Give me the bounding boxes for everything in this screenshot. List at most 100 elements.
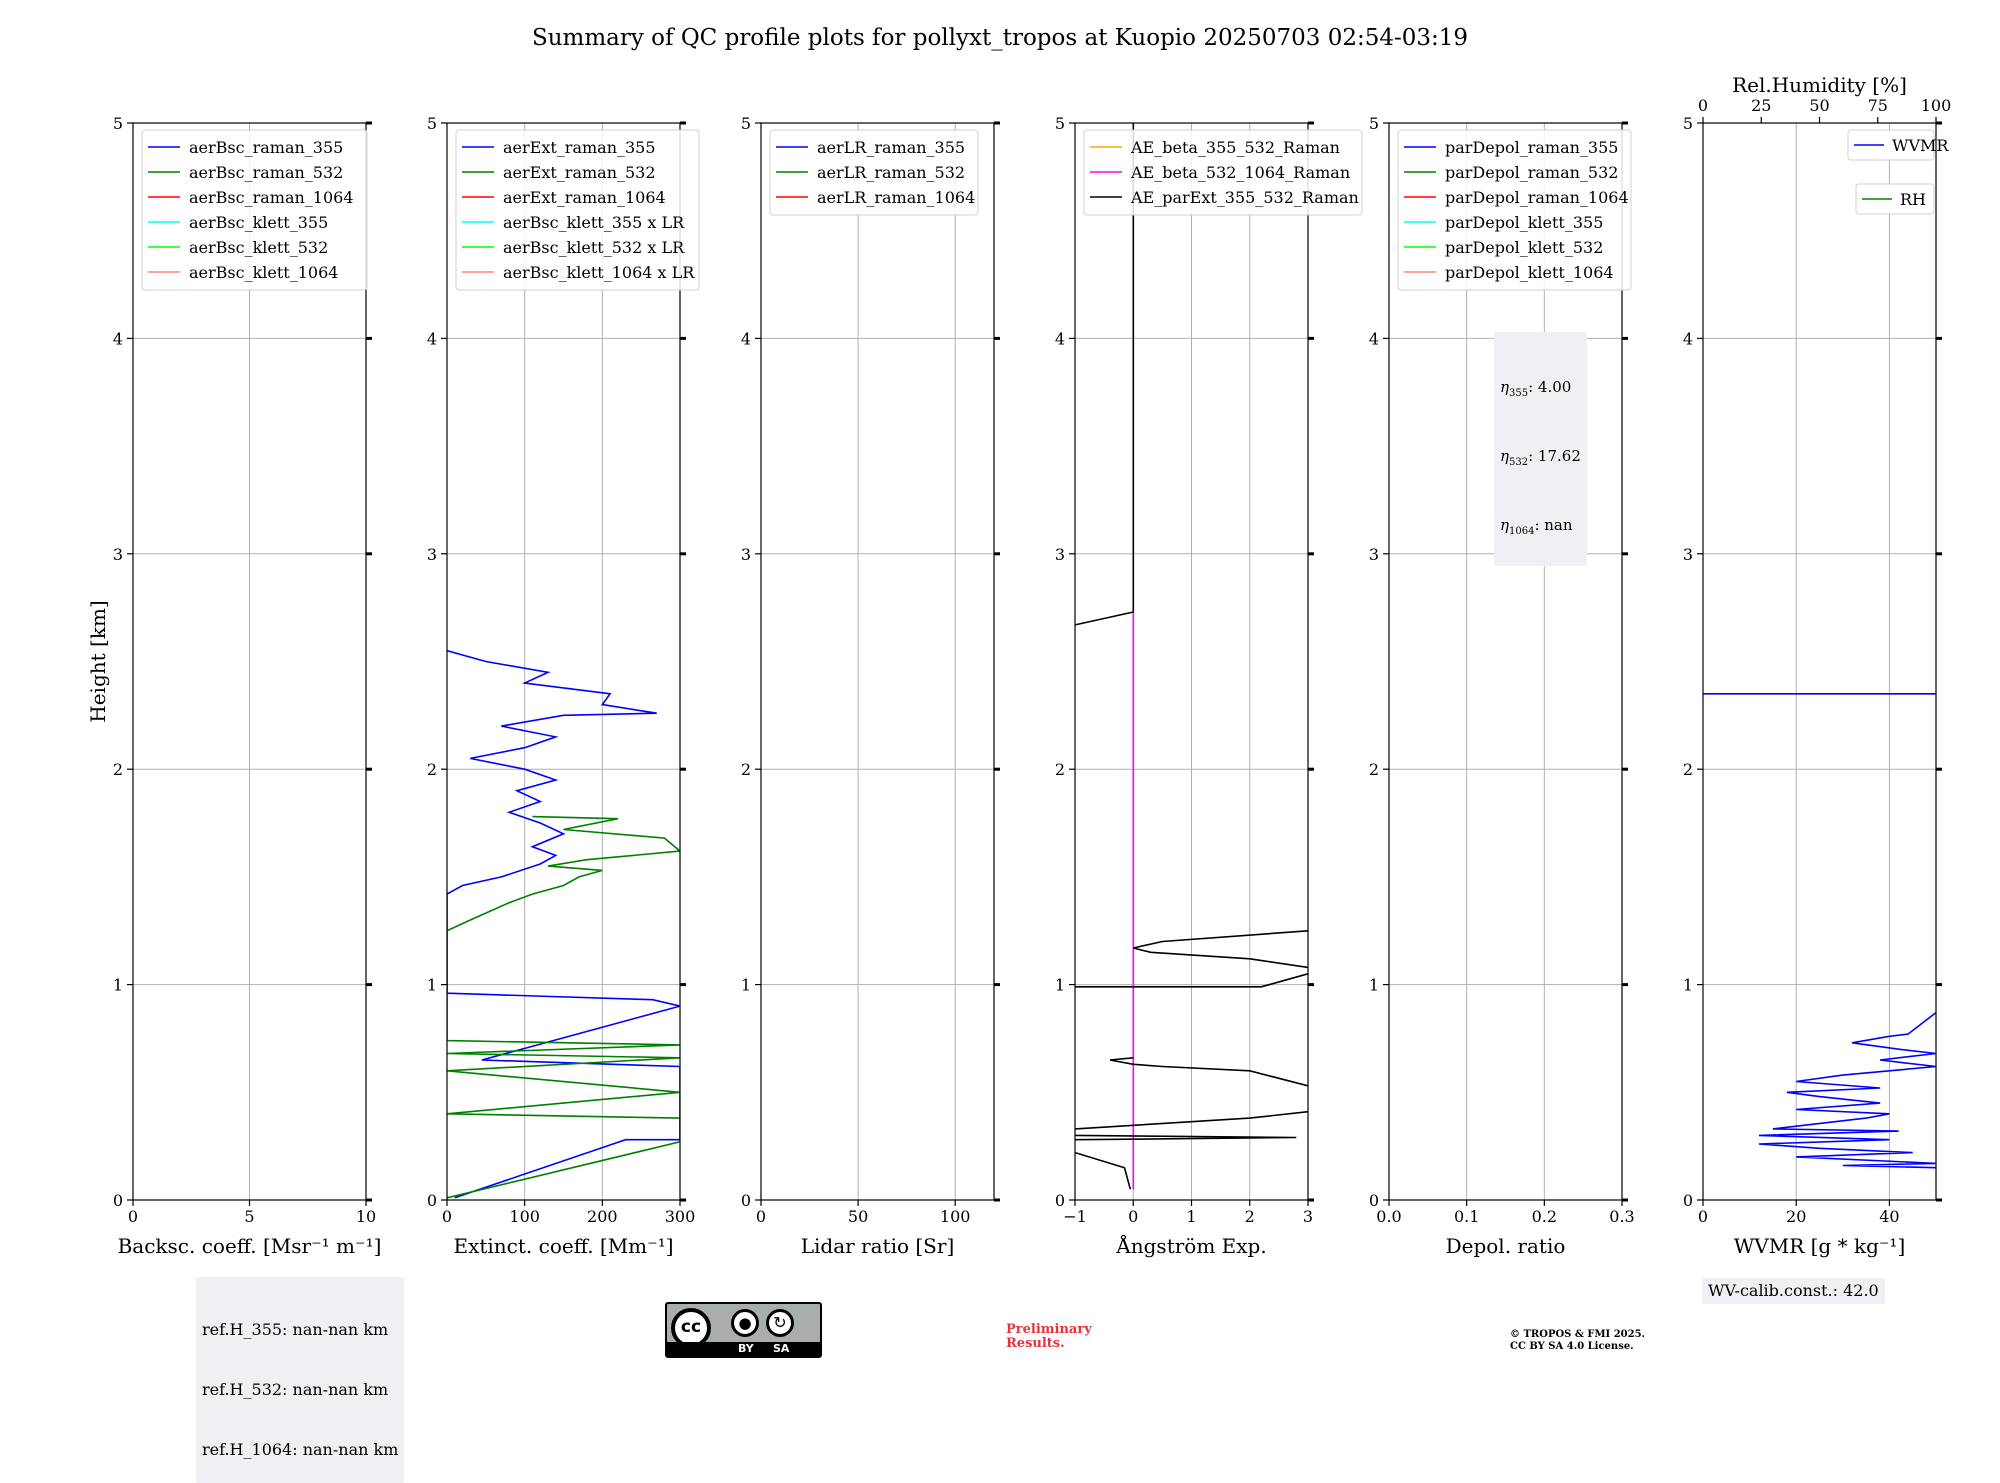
y-tick-label: 4	[1369, 329, 1379, 348]
data-line	[1758, 1011, 1936, 1169]
x-tick-label: 100	[509, 1207, 540, 1226]
x-tick-label: 0.3	[1609, 1207, 1634, 1226]
panel-5: 0.0 0.1 0.2 0.3 0 1 2 3 4 5 Depol. ratio parDepol_r…	[1369, 114, 1635, 1258]
x-tick-label: 5	[244, 1207, 254, 1226]
data-line	[1075, 973, 1308, 988]
y-tick-label: 0	[1369, 1191, 1379, 1210]
y-axis-label: Height [km]	[86, 600, 110, 722]
y-tick-label: 0	[1055, 1191, 1065, 1210]
x-tick-label: 0.2	[1532, 1207, 1557, 1226]
y-tick-label: 5	[113, 114, 123, 133]
panel-1: 0 5 10 0 1 2 3 4 5 Backsc. coeff. [Msr⁻¹ m⁻¹] Heig…	[86, 114, 381, 1258]
legend-label: aerBsc_klett_355	[189, 213, 328, 232]
y-tick-label: 2	[1683, 760, 1693, 779]
eta-symbol: η	[1500, 447, 1509, 465]
legend-box	[1855, 183, 1935, 215]
legend-label: AE_parExt_355_532_Raman	[1130, 188, 1359, 207]
cc-by-label: BY	[738, 1342, 754, 1355]
legend-label: parDepol_raman_1064	[1445, 188, 1629, 207]
eta-value: : nan	[1534, 516, 1573, 534]
x-axis-label: Backsc. coeff. [Msr⁻¹ m⁻¹]	[118, 1234, 382, 1258]
legend-label: aerBsc_raman_1064	[189, 188, 354, 207]
y-tick-label: 0	[113, 1191, 123, 1210]
legend-label: parDepol_klett_355	[1445, 213, 1603, 232]
y-tick-label: 4	[741, 329, 751, 348]
eta-1064: η1064: nan	[1500, 515, 1581, 542]
x-tick-label: 0	[442, 1207, 452, 1226]
x-tick-label: 3	[1303, 1207, 1313, 1226]
y-tick-label: 4	[1055, 329, 1065, 348]
x-tick-label: 0	[1128, 1207, 1138, 1226]
y-tick-label: 2	[741, 760, 751, 779]
x-tick-label: 20	[1786, 1207, 1806, 1226]
y-tick-label: 4	[1683, 329, 1693, 348]
eta-symbol: η	[1500, 516, 1509, 534]
y-tick-label: 3	[427, 545, 437, 564]
legend-box	[1397, 129, 1632, 291]
x-axis-label: Lidar ratio [Sr]	[801, 1234, 955, 1258]
x-tick-label: 0	[128, 1207, 138, 1226]
x2-tick-label: 75	[1868, 96, 1888, 115]
y-tick-label: 4	[427, 329, 437, 348]
plot-frame	[446, 122, 681, 1201]
legend-label: parDepol_raman_532	[1445, 163, 1618, 182]
x-tick-label: 0.0	[1376, 1207, 1401, 1226]
y-tick-label: 1	[1369, 976, 1379, 995]
panel-2: 0 100 200 300 0 1 2 3 4 5 Extinct. coeff. [Mm⁻¹] ae…	[427, 114, 700, 1258]
x-axis-label: Extinct. coeff. [Mm⁻¹]	[453, 1234, 673, 1258]
legend-box	[1083, 129, 1363, 216]
y-tick-label: 1	[113, 976, 123, 995]
legend-label: aerBsc_klett_1064	[189, 263, 338, 282]
copyright-note: © TROPOS & FMI 2025. CC BY SA 4.0 Licens…	[1510, 1329, 1646, 1352]
eta-symbol: η	[1500, 378, 1509, 396]
legend-label: aerBsc_klett_532	[189, 238, 328, 257]
legend-label: WVMR	[1892, 136, 1949, 155]
y-tick-label: 3	[1055, 545, 1065, 564]
x2-tick-label: 25	[1751, 96, 1771, 115]
data-line	[1109, 1057, 1308, 1087]
x2-axis-label: Rel.Humidity [%]	[1732, 73, 1907, 97]
legend-label: RH	[1900, 190, 1926, 209]
eta-sub: 1064	[1509, 526, 1535, 537]
x-axis-label: Ångström Exp.	[1115, 1233, 1266, 1258]
x-tick-label: 0.1	[1454, 1207, 1479, 1226]
legend-label: aerExt_raman_1064	[503, 188, 666, 207]
y-tick-label: 0	[1683, 1191, 1693, 1210]
x-tick-label: 40	[1879, 1207, 1899, 1226]
eta-sub: 532	[1509, 457, 1529, 468]
legend-label: AE_beta_532_1064_Raman	[1130, 163, 1350, 182]
y-tick-label: 5	[1055, 114, 1065, 133]
y-tick-label: 1	[1055, 976, 1065, 995]
y-tick-label: 1	[427, 976, 437, 995]
legend-label: aerBsc_klett_532 x LR	[503, 238, 685, 257]
legend-label: aerBsc_raman_532	[189, 163, 343, 182]
eta-sub: 355	[1509, 388, 1529, 399]
ref-height-355: ref.H_355: nan-nan km	[202, 1320, 389, 1339]
data-line	[1133, 930, 1308, 969]
y-tick-label: 0	[427, 1191, 437, 1210]
figure: Summary of QC profile plots for pollyxt_…	[86, 25, 1951, 1258]
plot-frame	[760, 122, 995, 1201]
plot-frame	[1702, 122, 1937, 1201]
legend-label: aerBsc_raman_355	[189, 138, 343, 157]
data-line	[447, 649, 680, 1199]
legend-label: aerExt_raman_532	[503, 163, 656, 182]
y-tick-label: 2	[1055, 760, 1065, 779]
x2-tick-label: 50	[1809, 96, 1829, 115]
y-tick-label: 5	[1683, 114, 1693, 133]
x2-tick-label: 100	[1921, 96, 1952, 115]
data-line	[1075, 123, 1135, 626]
eta-532: η532: 17.62	[1500, 446, 1581, 473]
panel-6: 0 20 40 0 1 2 3 4 5 WVMR [g * kg⁻¹] 0 25 50 75 100 Rel.…	[1683, 73, 1951, 1258]
y-tick-label: 2	[427, 760, 437, 779]
y-tick-label: 5	[1369, 114, 1379, 133]
preliminary-results-note: Preliminary Results.	[1006, 1322, 1092, 1351]
cc-license-badge: cc ● ↻ BY SA	[665, 1302, 822, 1358]
x-tick-label: 50	[848, 1207, 868, 1226]
x-tick-label: 300	[665, 1207, 696, 1226]
x-axis-label: Depol. ratio	[1446, 1234, 1566, 1258]
legend-label: aerLR_raman_532	[817, 163, 965, 182]
y-tick-label: 5	[741, 114, 751, 133]
y-tick-label: 3	[1369, 545, 1379, 564]
legend-label: parDepol_klett_532	[1445, 238, 1603, 257]
